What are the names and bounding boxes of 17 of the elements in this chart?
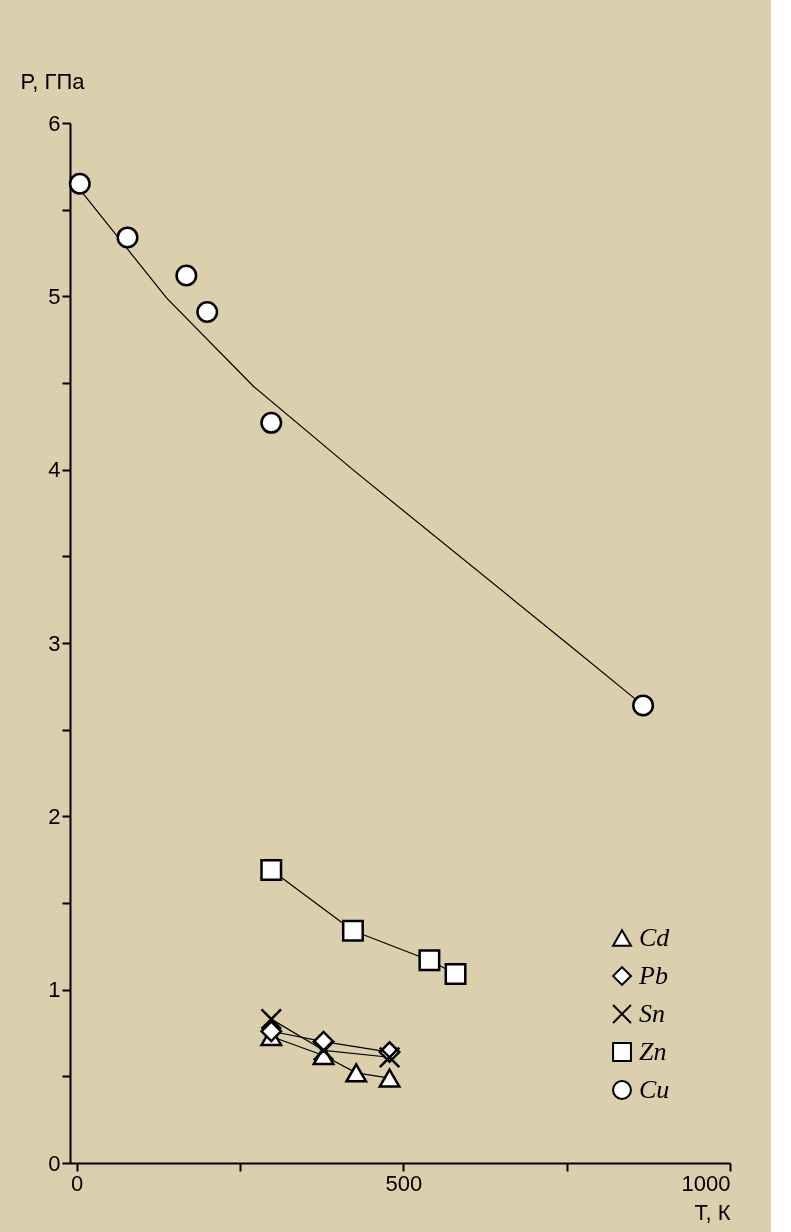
- x-tick-label: 1000: [681, 1170, 731, 1196]
- y-tick-label: 0: [48, 1150, 61, 1176]
- legend-label: Pb: [638, 961, 668, 990]
- y-axis-title: P, ГПа: [20, 68, 86, 94]
- y-tick-label: 5: [48, 283, 61, 309]
- legend-label: Sn: [639, 999, 665, 1028]
- x-tick-label: 0: [70, 1170, 84, 1196]
- y-tick-label: 4: [48, 457, 61, 483]
- legend-label: Cd: [639, 923, 671, 952]
- x-axis-title: T, К: [694, 1199, 731, 1225]
- y-tick-label: 6: [48, 110, 61, 136]
- x-tick-label: 500: [385, 1170, 423, 1196]
- y-tick-label: 3: [48, 630, 61, 656]
- legend-label: Cu: [639, 1075, 670, 1104]
- y-tick-label: 2: [48, 803, 61, 829]
- legend-label: Zn: [639, 1037, 667, 1066]
- y-tick-label: 1: [48, 977, 61, 1003]
